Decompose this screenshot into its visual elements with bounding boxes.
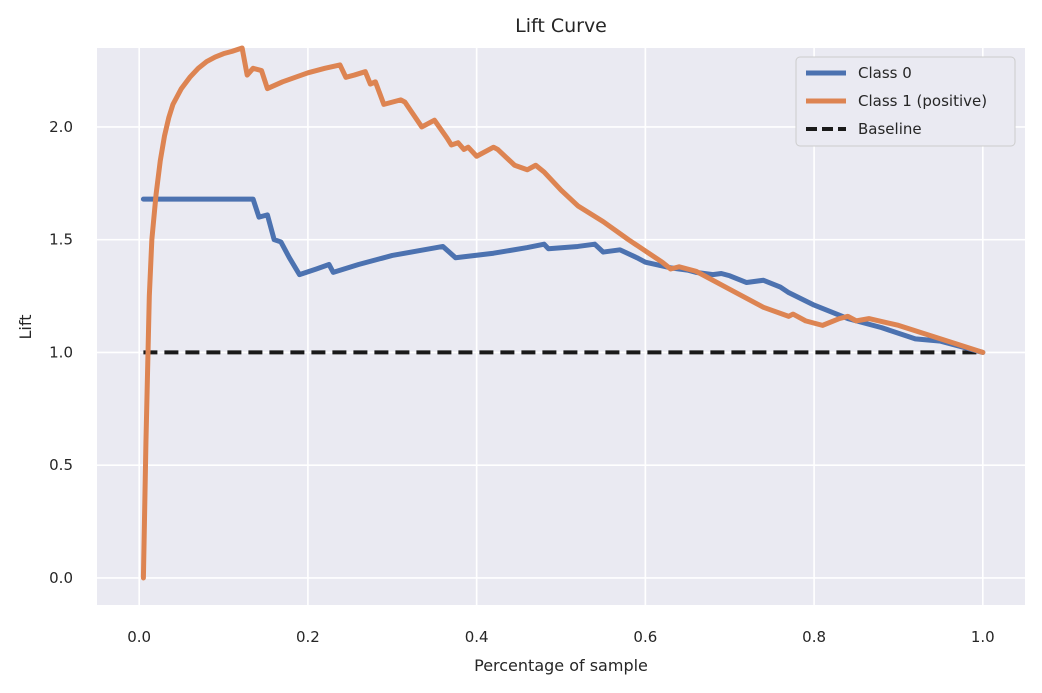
legend-label-class-0: Class 0 xyxy=(858,64,912,82)
legend-label-class-1: Class 1 (positive) xyxy=(858,92,987,110)
x-tick-label: 0.2 xyxy=(296,628,320,646)
x-tick-label: 0.6 xyxy=(633,628,657,646)
series-line-class-0 xyxy=(140,196,986,355)
y-tick-label: 0.0 xyxy=(49,569,73,587)
legend-label-baseline: Baseline xyxy=(858,120,922,138)
x-tick-label: 0.0 xyxy=(127,628,151,646)
y-axis-label: Lift xyxy=(16,315,35,340)
y-tick-label: 1.0 xyxy=(49,343,73,361)
legend-box xyxy=(795,56,1016,147)
x-axis-label: Percentage of sample xyxy=(474,656,648,675)
x-tick-labels: 0.0 0.2 0.4 0.6 0.8 1.0 xyxy=(127,628,994,646)
series-line-class-1-positive xyxy=(140,45,986,581)
x-tick-label: 0.4 xyxy=(465,628,489,646)
x-tick-label: 1.0 xyxy=(971,628,995,646)
chart-title: Lift Curve xyxy=(515,15,607,37)
y-tick-label: 2.0 xyxy=(49,118,73,136)
y-tick-label: 0.5 xyxy=(49,456,73,474)
y-tick-labels: 0.0 0.5 1.0 1.5 2.0 xyxy=(49,118,73,587)
x-tick-label: 0.8 xyxy=(802,628,826,646)
y-tick-label: 1.5 xyxy=(49,231,73,249)
series-layer xyxy=(140,45,986,581)
legend: Class 0 Class 1 (positive) Baseline xyxy=(795,56,1016,147)
